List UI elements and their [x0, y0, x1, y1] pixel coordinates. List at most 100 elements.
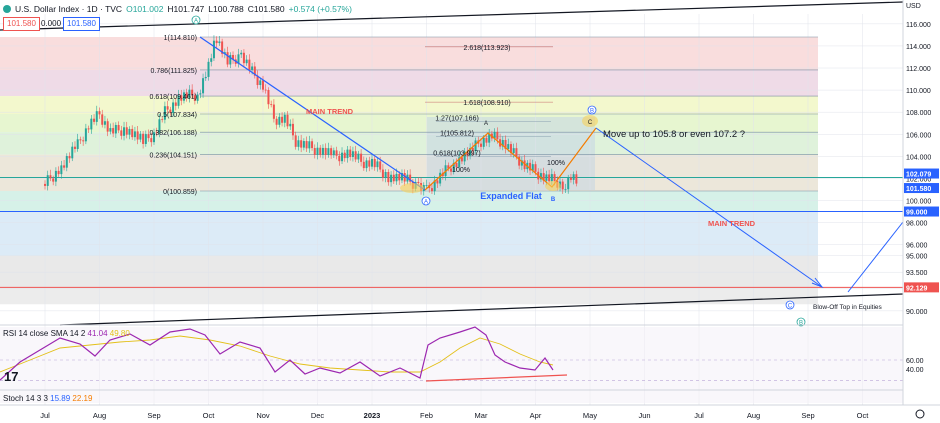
candle-body — [316, 147, 319, 155]
candle-body — [226, 52, 229, 65]
fib-band — [0, 211, 818, 256]
inner-fib-label: 1(105.812) — [440, 130, 474, 137]
price-tick-label: 93.500 — [906, 270, 928, 277]
wave-a-top-label: A — [484, 121, 488, 127]
fib-band — [0, 287, 818, 305]
candle-body — [452, 162, 455, 172]
candle-body — [300, 140, 303, 148]
price-tick-label: 114.000 — [906, 44, 931, 51]
candle-body — [349, 149, 352, 157]
candle-body — [248, 59, 251, 71]
sell-price-button[interactable]: 101.580 — [3, 17, 40, 31]
candle-body — [82, 140, 85, 142]
projection-line-down — [595, 127, 823, 288]
blow-off-label: Blow-Off Top in Equities — [813, 304, 883, 311]
highlight-low-a — [400, 183, 424, 193]
candle-body — [177, 95, 180, 106]
candle-body — [455, 162, 458, 168]
candle-body — [275, 118, 278, 125]
candle-body — [204, 76, 207, 79]
wave-b-circle-2-circle — [796, 317, 806, 327]
candle-body — [158, 119, 161, 133]
candle-body — [259, 80, 262, 86]
price-axis: USD 116.000 114.000 112.000 110.000 108.000 10… — [902, 0, 940, 423]
fib-band — [0, 255, 818, 288]
fib-label: 0.382(106.188) — [150, 130, 197, 137]
candle-body — [545, 174, 548, 181]
lower-channel-line — [59, 293, 904, 326]
wave-b-bottom-label: B — [551, 197, 556, 203]
inner-fib-label: 1.27(107.166) — [435, 115, 479, 122]
ohlc-high: H101.747 — [167, 4, 205, 14]
candle-body — [354, 151, 357, 160]
wave-c-label: C — [588, 120, 593, 126]
candle-body — [439, 172, 442, 184]
candle-body — [161, 119, 164, 121]
candle-body — [114, 124, 117, 134]
rsi-sma-line — [0, 335, 554, 373]
candle-body — [509, 144, 512, 154]
candle-body — [379, 161, 382, 170]
candle-body — [73, 146, 76, 149]
candle-body — [71, 146, 74, 159]
candle-body — [474, 140, 477, 152]
rsi-pane — [0, 324, 903, 403]
candle-body — [139, 133, 142, 140]
price-tag — [904, 206, 939, 217]
candle-body — [212, 40, 215, 59]
candle-body — [153, 132, 155, 143]
candle-body — [400, 172, 403, 181]
time-tick-label: Sep — [801, 411, 814, 420]
ohlc-low: L100.788 — [208, 4, 244, 14]
candle-body — [210, 58, 213, 62]
time-tick-label: Feb — [420, 411, 433, 420]
fib-band — [0, 69, 818, 97]
fib-retracement-bands — [0, 37, 818, 305]
candle-body — [460, 157, 463, 162]
upper-channel-line — [0, 1, 904, 31]
candle-body — [496, 131, 499, 140]
time-tick-label: Aug — [747, 411, 760, 420]
candle-body — [436, 180, 439, 184]
fib-band — [0, 114, 818, 133]
stoch-legend[interactable]: Stoch 14 3 3 15.89 22.19 — [3, 394, 92, 403]
candle-body — [191, 89, 194, 96]
candle-body — [98, 111, 101, 115]
candle-body — [515, 148, 518, 157]
candle-body — [567, 177, 570, 190]
candle-body — [575, 174, 578, 184]
rsi-tick-label: 60.00 — [906, 358, 924, 365]
price-tag-label: 101.580 — [906, 186, 931, 193]
candle-body — [341, 152, 344, 162]
candle-body — [267, 89, 270, 105]
candle-body — [569, 177, 572, 180]
candle-body — [390, 174, 393, 183]
candle-body — [302, 141, 305, 148]
symbol-title[interactable]: U.S. Dollar Index · 1D · TVC — [15, 4, 123, 14]
time-tick-label: Aug — [93, 411, 106, 420]
candle-body — [507, 144, 510, 149]
candle-body — [471, 147, 474, 152]
price-tick-label: 98.000 — [906, 221, 928, 228]
candle-body — [550, 174, 553, 182]
candle-body — [150, 138, 153, 143]
candle-body — [289, 123, 292, 127]
price-tick-label: 112.000 — [906, 66, 931, 73]
candle-body — [87, 128, 90, 130]
candle-body — [313, 148, 316, 155]
candle-body — [57, 170, 60, 175]
fib-label: 0.236(104.151) — [150, 153, 197, 160]
candle-body — [398, 173, 401, 181]
rsi-legend-label: RSI 14 close SMA 14 2 — [3, 329, 86, 338]
candle-body — [395, 173, 398, 182]
candle-body — [343, 152, 346, 159]
time-tick-label: Sep — [147, 411, 160, 420]
candle-body — [240, 52, 243, 55]
rsi-legend[interactable]: RSI 14 close SMA 14 2 41.04 49.80 — [3, 329, 130, 338]
buy-price-button[interactable]: 101.580 — [63, 17, 100, 31]
candle-body — [163, 106, 166, 120]
candle-body — [60, 165, 63, 175]
time-tick-label: Apr — [530, 411, 542, 420]
candle-body — [376, 161, 379, 168]
